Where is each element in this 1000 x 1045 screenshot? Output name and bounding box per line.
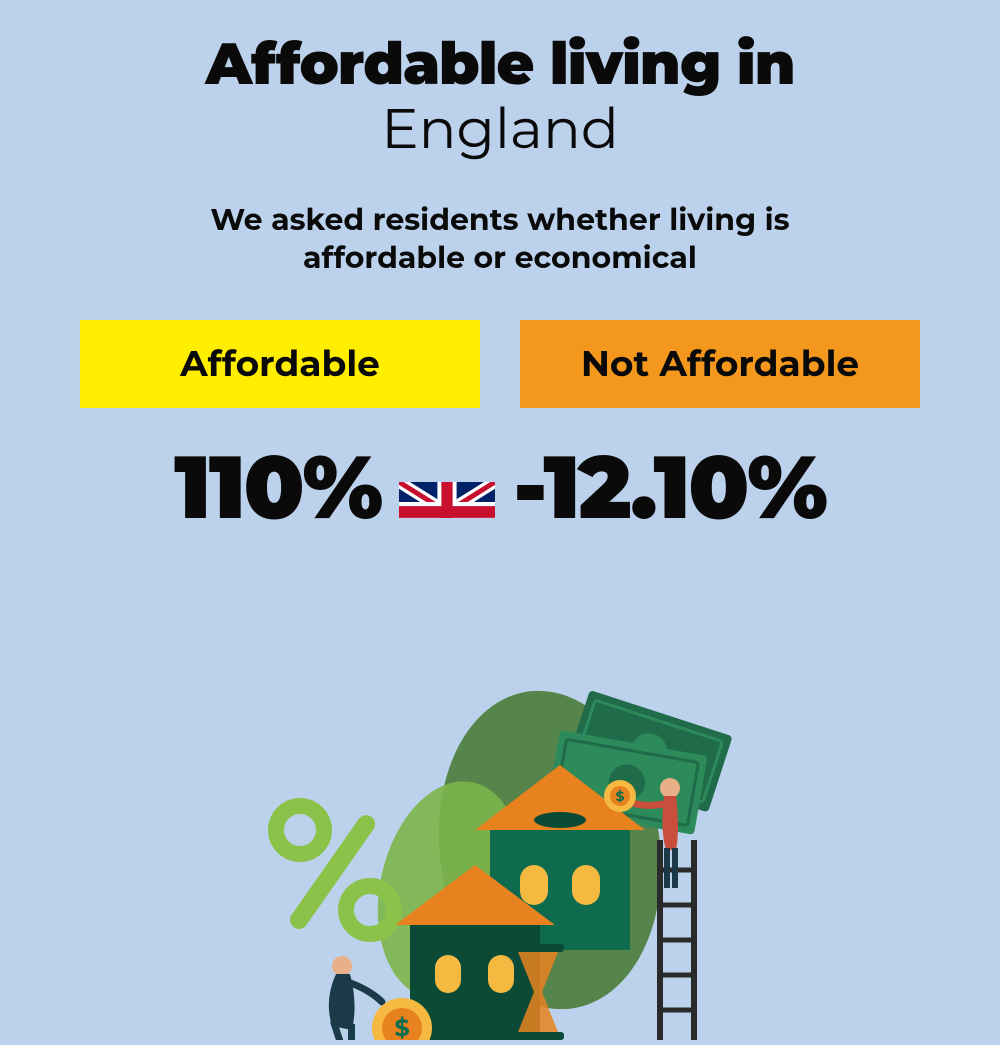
pill-affordable-label: Affordable: [180, 342, 380, 386]
pill-not-affordable-label: Not Affordable: [581, 342, 859, 386]
percent-icon: [276, 806, 394, 934]
pill-affordable: Affordable: [80, 320, 480, 408]
pill-not-affordable: Not Affordable: [520, 320, 920, 408]
value-affordable: 110%: [174, 434, 381, 541]
title-line-2: England: [0, 95, 1000, 163]
subhead: We asked residents whether living is aff…: [140, 201, 860, 276]
pill-row: Affordable Not Affordable: [0, 320, 1000, 408]
title-line-1: Affordable living in: [0, 28, 1000, 99]
money-house-illustration: $ $: [220, 660, 780, 1040]
svg-text:$: $: [616, 787, 625, 805]
values-row: 110% -12.10%: [0, 434, 1000, 541]
uk-flag-icon: [399, 458, 495, 518]
header: Affordable living in England: [0, 0, 1000, 163]
value-not-affordable: -12.10%: [513, 434, 826, 541]
svg-text:$: $: [394, 1014, 409, 1040]
